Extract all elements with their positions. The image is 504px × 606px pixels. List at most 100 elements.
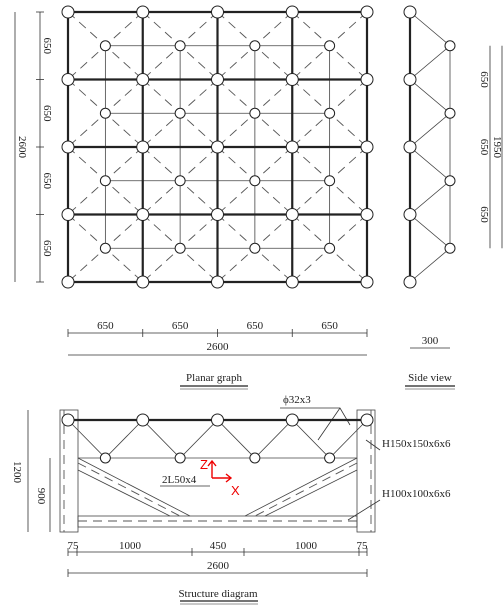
col-dim: 650 <box>172 320 189 332</box>
row-dim: 650 <box>41 173 53 190</box>
node <box>174 175 186 187</box>
node <box>174 452 186 464</box>
node <box>285 73 299 86</box>
planar-graph: 650 650 650 650 650 650 650 650 2600 2600 <box>14 5 374 356</box>
node <box>324 175 336 187</box>
leader <box>317 407 341 441</box>
col-dim: 650 <box>321 320 338 332</box>
node <box>444 107 456 119</box>
total-width-dim: 2600 <box>207 341 230 353</box>
row-dim: 650 <box>41 105 53 122</box>
column <box>356 409 376 533</box>
node <box>61 140 75 154</box>
col-dim: 650 <box>97 320 114 332</box>
column <box>59 409 79 533</box>
total-width-dim: 2600 <box>207 560 230 572</box>
brace <box>77 457 191 517</box>
node <box>403 73 417 86</box>
side-dim: 650 <box>478 71 490 88</box>
node <box>174 107 186 119</box>
node <box>324 242 336 254</box>
node <box>61 413 75 427</box>
node <box>99 40 111 52</box>
side-dim: 650 <box>478 206 490 223</box>
structure-diagram: ϕ32x3 H150x150x6x6 H100x100x6x6 2L50x4 Z… <box>11 394 451 605</box>
node <box>324 107 336 119</box>
node <box>174 242 186 254</box>
node <box>403 140 417 154</box>
axis-x: X <box>231 483 240 498</box>
brace <box>77 469 171 517</box>
height-dim: 1200 <box>11 461 23 484</box>
brace <box>244 457 358 517</box>
node <box>99 242 111 254</box>
node <box>285 5 299 19</box>
node <box>99 175 111 187</box>
column-label: H150x150x6x6 <box>382 438 451 450</box>
node <box>211 5 224 19</box>
node <box>360 208 374 221</box>
node <box>360 140 374 154</box>
brace-axis <box>77 462 181 517</box>
node <box>285 275 299 289</box>
node <box>285 413 299 427</box>
side-dim: 650 <box>478 139 490 156</box>
caption: Structure diagram <box>178 588 258 600</box>
node <box>211 140 224 154</box>
brace <box>264 469 358 517</box>
leader <box>365 439 381 451</box>
node <box>136 275 150 289</box>
node <box>136 5 150 19</box>
node <box>249 40 261 52</box>
height-dim: 900 <box>35 488 47 505</box>
node <box>360 5 374 19</box>
node <box>61 5 75 19</box>
width-dim: 75 <box>68 540 80 552</box>
node <box>61 208 75 221</box>
side-width-dim: 300 <box>422 335 439 347</box>
node <box>444 175 456 187</box>
node <box>249 452 261 464</box>
row-dim: 650 <box>41 240 53 257</box>
node <box>324 40 336 52</box>
node <box>136 73 150 86</box>
node <box>324 452 336 464</box>
node <box>211 275 224 289</box>
node <box>403 208 417 221</box>
node <box>136 140 150 154</box>
axis-z: Z <box>200 457 208 472</box>
node <box>360 413 374 427</box>
width-dim: 75 <box>357 540 369 552</box>
node <box>249 107 261 119</box>
node <box>360 275 374 289</box>
brace-axis <box>254 462 358 517</box>
caption: Side view <box>408 372 452 384</box>
width-dim: 450 <box>210 540 227 552</box>
axes <box>207 459 233 483</box>
node <box>444 242 456 254</box>
node <box>61 275 75 289</box>
node <box>211 413 224 427</box>
beam-label: H100x100x6x6 <box>382 488 451 500</box>
node <box>285 140 299 154</box>
total-height-dim: 2600 <box>16 136 28 159</box>
node <box>444 40 456 52</box>
node <box>403 5 417 19</box>
caption: Planar graph <box>186 372 242 384</box>
node <box>211 73 224 86</box>
node <box>249 175 261 187</box>
node <box>211 208 224 221</box>
leader <box>347 499 381 521</box>
brace-label: 2L50x4 <box>162 474 197 486</box>
col-dim: 650 <box>247 320 264 332</box>
node <box>99 107 111 119</box>
row-dim: 650 <box>41 38 53 55</box>
node <box>136 413 150 427</box>
node <box>360 73 374 86</box>
node <box>403 275 417 289</box>
node <box>136 208 150 221</box>
beam <box>77 515 358 528</box>
pipe-label: ϕ32x3 <box>283 394 311 406</box>
